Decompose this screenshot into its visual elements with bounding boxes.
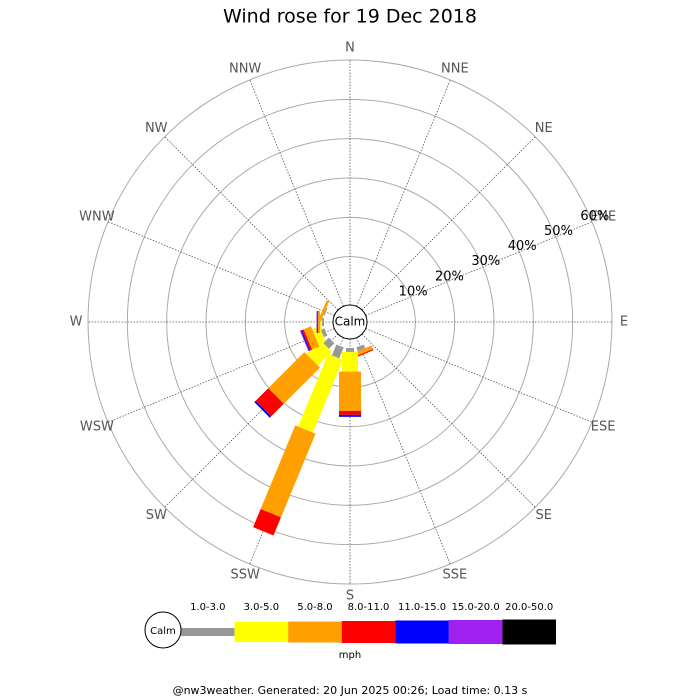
grid-ring bbox=[87, 59, 613, 585]
legend-calm-circle bbox=[144, 611, 182, 649]
spoke bbox=[365, 328, 593, 423]
bar-segment bbox=[260, 425, 316, 518]
bar-segment bbox=[323, 337, 335, 349]
bar-segment bbox=[317, 311, 319, 333]
legend: 1.0-3.0 3.0-5.0 5.0-8.0 8.0-11.0 11.0-15.0 15… bbox=[181, 602, 556, 645]
direction-label: E bbox=[620, 315, 628, 330]
bar-segment bbox=[268, 352, 320, 404]
spoke bbox=[249, 79, 344, 307]
legend-calm-label: Calm bbox=[150, 626, 176, 637]
bar-segment bbox=[320, 328, 328, 338]
legend-label: 1.0-3.0 bbox=[190, 602, 225, 613]
ring-label: 50% bbox=[544, 224, 573, 239]
legend-swatch bbox=[181, 628, 235, 636]
spoke bbox=[107, 221, 335, 316]
direction-label: NW bbox=[145, 121, 168, 136]
bar-segment bbox=[339, 410, 361, 415]
direction-label: SSW bbox=[230, 568, 260, 583]
legend-label: 20.0-50.0 bbox=[505, 602, 553, 613]
bar-segment bbox=[303, 326, 320, 350]
bar-segment bbox=[299, 330, 310, 352]
direction-label: NNW bbox=[229, 61, 261, 76]
bar-segment bbox=[318, 311, 321, 333]
bar-segment bbox=[331, 344, 344, 359]
bar-segment bbox=[318, 300, 330, 322]
direction-label: WNW bbox=[79, 210, 115, 225]
bar-segment bbox=[323, 307, 328, 316]
bar-segment bbox=[312, 326, 326, 344]
legend-label: 11.0-15.0 bbox=[398, 602, 446, 613]
direction-label: ESE bbox=[591, 419, 616, 434]
grid: N NNE NE ENE E ESE SE SSE S SSW SW WSW W WNW NW NNW 10% 2… bbox=[70, 41, 629, 604]
bar-segment bbox=[356, 344, 366, 352]
bar-segment bbox=[339, 414, 361, 417]
ring-label: 60% bbox=[580, 209, 609, 224]
legend-swatch bbox=[288, 621, 342, 643]
spoke bbox=[361, 136, 536, 311]
legend-label: 5.0-8.0 bbox=[297, 602, 332, 613]
bar-segment bbox=[301, 329, 313, 351]
bar-segment bbox=[306, 340, 332, 366]
ring-label: 30% bbox=[471, 254, 500, 269]
bar-segment bbox=[255, 388, 284, 417]
bar-segment bbox=[322, 318, 324, 326]
spoke bbox=[356, 79, 451, 307]
footer: @nw3weather. Generated: 20 Jun 2025 00:2… bbox=[173, 684, 528, 697]
direction-label: NNE bbox=[441, 61, 469, 76]
direction-label: SW bbox=[146, 508, 167, 523]
bar-segment bbox=[339, 371, 361, 411]
spoke bbox=[164, 136, 339, 311]
legend-label: 8.0-11.0 bbox=[348, 602, 390, 613]
direction-label: ENE bbox=[590, 210, 616, 225]
spoke bbox=[107, 328, 335, 423]
spoke bbox=[164, 333, 339, 508]
unit-label: mph bbox=[339, 650, 361, 661]
direction-label: W bbox=[70, 315, 83, 330]
legend-label: 3.0-5.0 bbox=[244, 602, 279, 613]
legend-swatch bbox=[234, 622, 289, 642]
legend-swatch bbox=[502, 619, 556, 645]
bar-segment bbox=[298, 353, 343, 433]
ring-label: 40% bbox=[508, 239, 537, 254]
bar-segment bbox=[254, 400, 272, 418]
grid-ring bbox=[126, 98, 574, 546]
direction-label: N bbox=[345, 41, 355, 56]
spoke bbox=[365, 221, 593, 316]
direction-label: NE bbox=[535, 121, 553, 136]
direction-label: SSE bbox=[442, 568, 467, 583]
bar-segment bbox=[253, 508, 281, 536]
bar-segment bbox=[342, 351, 358, 372]
ring-label: 10% bbox=[399, 284, 428, 299]
ring-label: 20% bbox=[435, 269, 464, 284]
direction-label: SE bbox=[536, 508, 552, 523]
bar-segment bbox=[316, 311, 318, 333]
direction-label: S bbox=[346, 589, 354, 604]
calm-label: Calm bbox=[335, 315, 366, 329]
spoke bbox=[356, 337, 451, 565]
legend-swatch bbox=[395, 620, 449, 644]
bars bbox=[253, 300, 374, 536]
legend-label: 15.0-20.0 bbox=[452, 602, 500, 613]
bar-segment bbox=[346, 348, 354, 352]
direction-label: WSW bbox=[80, 419, 114, 434]
bar-segment bbox=[300, 330, 311, 351]
legend-swatch bbox=[341, 621, 396, 643]
chart-title: Wind rose for 19 Dec 2018 bbox=[223, 6, 477, 28]
calm-circle bbox=[332, 304, 368, 340]
legend-swatch bbox=[448, 620, 503, 644]
spoke bbox=[361, 333, 536, 508]
